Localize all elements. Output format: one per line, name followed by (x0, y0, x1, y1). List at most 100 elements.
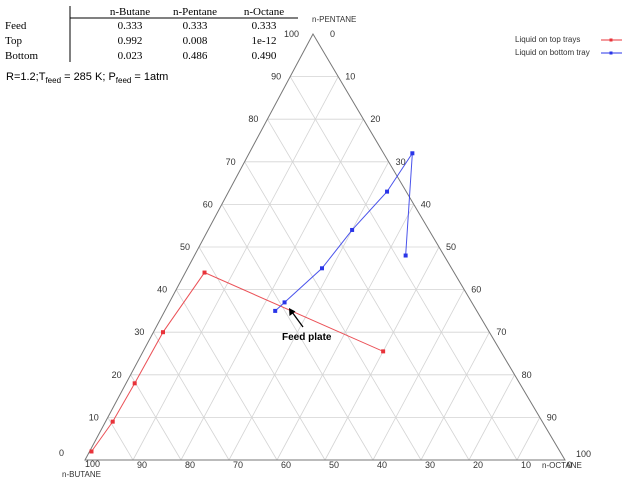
grid-line-octane (372, 289, 465, 461)
conditions-p: P (108, 71, 115, 83)
grid-line-butane (130, 374, 182, 461)
tick-label-pentane: 10 (89, 412, 99, 422)
feed-plate-arrow-head (289, 308, 296, 316)
tick-label-octane: 0 (330, 29, 335, 39)
grid-line-octane (468, 374, 515, 461)
tick-label-pentane: 70 (226, 157, 236, 167)
series-layer (89, 151, 415, 454)
tick-label-pentane: 80 (248, 114, 258, 124)
grid-line-butane (175, 289, 278, 461)
series-point-1 (202, 270, 207, 275)
tick-label-butane: 30 (425, 460, 435, 470)
table-row-bottom-label: Bottom (5, 50, 38, 62)
table-cell: 0.333 (118, 20, 143, 32)
table-row-top-label: Top (5, 35, 22, 47)
tick-label-butane: 70 (233, 460, 243, 470)
table-cell: 0.333 (252, 20, 277, 32)
series-point-1 (161, 330, 165, 335)
conditions-p-val: = 1atm (131, 71, 168, 83)
series-point-2 (320, 266, 324, 271)
tick-label-butane: 20 (473, 460, 483, 470)
axis-label-octane: n-OCTANE (542, 461, 582, 470)
grid-line-octane (228, 161, 389, 461)
conditions-text: R=1.2;Tfeed = 285 K; Pfeed = 1atm (6, 71, 168, 85)
triangle-outline (84, 32, 566, 461)
grid-line-butane (153, 331, 230, 461)
series-point-2 (410, 151, 415, 156)
feed-plate-annotation: Feed plate (282, 308, 332, 343)
grid-line-octane (516, 417, 541, 461)
axis-label-butane: n-BUTANE (62, 470, 101, 479)
tick-label-butane: 50 (329, 460, 339, 470)
feed-plate-label: Feed plate (282, 332, 332, 343)
tick-label-pentane: 90 (271, 72, 281, 82)
series-point-1 (381, 349, 386, 354)
conditions-t: T (39, 71, 46, 83)
conditions-p-sub: feed (116, 76, 132, 85)
feed-plate-arrow-shaft (291, 311, 304, 328)
grid-line-butane (107, 417, 134, 461)
grid-line-butane (198, 246, 326, 461)
grid-line-octane (324, 246, 440, 461)
tick-label-butane: 60 (281, 460, 291, 470)
tick-label-octane-bottom: 0 (567, 460, 572, 470)
grid-line-octane (420, 332, 490, 461)
legend-label-top-trays: Liquid on top trays (515, 35, 580, 44)
tick-label-pentane: 50 (180, 242, 190, 252)
series-point-2 (350, 227, 355, 232)
table-header-butane: n-Butane (110, 6, 150, 18)
conditions-reflux: R=1.2; (6, 71, 39, 83)
table-cell: 0.486 (183, 50, 208, 62)
grid-line-butane (289, 76, 518, 461)
tick-label-butane: 90 (137, 460, 147, 470)
tick-label-octane: 60 (471, 285, 481, 295)
series-point-2 (403, 253, 408, 258)
tick-label-octane: 80 (522, 370, 532, 380)
axis-label-pentane: n-PENTANE (312, 15, 356, 24)
table-cell: 0.023 (118, 50, 143, 62)
table-cell: 0.333 (183, 20, 208, 32)
composition-table: n-Butane n-Pentane n-Octane Feed 0.333 0… (5, 6, 298, 62)
table-cell: 0.992 (118, 35, 143, 47)
series-point-2 (273, 308, 278, 313)
tick-label-butane: 40 (377, 460, 387, 470)
table-cell: 1e-12 (251, 35, 276, 47)
tick-label-butane: 80 (185, 460, 195, 470)
table-cell: 0.490 (252, 50, 277, 62)
tick-label-octane: 20 (370, 114, 380, 124)
conditions-t-sub: feed (45, 76, 61, 85)
legend-label-bottom-tray: Liquid on bottom tray (515, 48, 590, 57)
tick-label-butane: 10 (521, 460, 531, 470)
tick-label-octane: 40 (421, 199, 431, 209)
table-header-octane: n-Octane (244, 6, 284, 18)
tick-label-pentane: 40 (157, 285, 167, 295)
series-line-2 (274, 151, 413, 312)
series-point-2 (282, 300, 287, 305)
series-point-2 (385, 189, 390, 194)
tick-label-pentane: 60 (203, 199, 213, 209)
series-point-1 (89, 449, 94, 454)
tick-label-octane: 50 (446, 242, 456, 252)
series-point-1 (110, 419, 115, 424)
tick-label-pentane: 0 (59, 448, 64, 458)
series-line-1 (91, 271, 384, 452)
legend-text-mask (590, 48, 600, 58)
tick-label-octane: 100 (576, 449, 591, 459)
legend: Liquid on top trays Liquid on bottom tra… (515, 35, 622, 58)
grid-line-butane (244, 161, 422, 461)
tick-label-octane: 70 (496, 327, 506, 337)
table-cell: 0.008 (183, 35, 208, 47)
ternary-grid (107, 76, 541, 461)
table-row-feed-label: Feed (5, 20, 27, 32)
tick-label-pentane: 100 (284, 29, 299, 39)
tick-label-butane: 100 (85, 459, 100, 469)
tick-label-pentane: 30 (134, 327, 144, 337)
ternary-frame (84, 32, 566, 461)
series-point-1 (132, 381, 137, 386)
tick-label-pentane: 20 (112, 370, 122, 380)
tick-label-octane: 30 (396, 157, 406, 167)
ternary-tick-labels: 0 10 20 30 40 50 60 70 80 90 100 0 10 20 30 40 50 60 70 80 9… (59, 29, 591, 470)
legend-marker-top-trays (609, 38, 613, 42)
legend-marker-bottom-tray (609, 51, 613, 55)
